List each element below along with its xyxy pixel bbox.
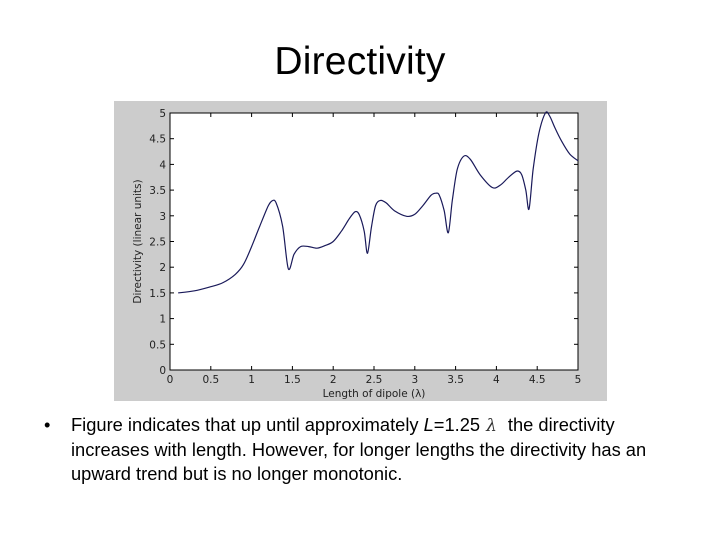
y-tick-label: 1.5 xyxy=(149,288,166,300)
y-tick-label: 1 xyxy=(159,314,166,326)
x-tick-label: 1.5 xyxy=(284,374,301,386)
x-tick-label: 4.5 xyxy=(529,374,546,386)
bullet-marker: • xyxy=(44,414,51,435)
y-tick-label: 3.5 xyxy=(149,185,166,197)
y-tick-label: 2 xyxy=(159,262,166,274)
x-axis-label: Length of dipole (λ) xyxy=(323,388,426,400)
x-tick-label: 0 xyxy=(167,374,174,386)
directivity-chart: 0 0.5 1 1.5 2 2.5 3 3.5 4 4.5 5 0 0.5 1 1.5 2 2.5 3 3.5 4 4.… xyxy=(132,108,582,400)
x-tick-label: 3.5 xyxy=(447,374,464,386)
y-tick-label: 5 xyxy=(159,108,166,120)
chart-figure: 0 0.5 1 1.5 2 2.5 3 3.5 4 4.5 5 0 0.5 1 1.5 2 2.5 3 3.5 4 4.… xyxy=(114,101,607,401)
bullet-list: • Figure indicates that up until approxi… xyxy=(44,413,684,486)
bullet-text-before: Figure indicates that up until approxima… xyxy=(71,414,424,435)
y-tick-label: 2.5 xyxy=(149,237,166,249)
x-tick-label: 1 xyxy=(248,374,255,386)
bullet-text: Figure indicates that up until approxima… xyxy=(71,413,684,486)
y-tick-label: 3 xyxy=(159,211,166,223)
equals-value: =1.25 xyxy=(433,414,481,435)
variable-L: L xyxy=(423,414,434,435)
x-tick-label: 0.5 xyxy=(202,374,219,386)
directivity-line xyxy=(178,111,579,294)
bullet-text-after: the directivity increases with length. H… xyxy=(71,414,647,484)
slide-title: Directivity xyxy=(274,40,446,83)
y-tick-label: 4.5 xyxy=(149,134,166,146)
y-tick-label: 4 xyxy=(159,159,166,171)
x-tick-label: 3 xyxy=(411,374,418,386)
lambda-symbol: λ xyxy=(486,416,497,436)
x-tick-label: 2.5 xyxy=(366,374,383,386)
x-tick-label: 5 xyxy=(575,374,582,386)
plot-area xyxy=(169,112,579,371)
x-tick-label: 4 xyxy=(493,374,500,386)
y-tick-label: 0.5 xyxy=(149,339,166,351)
x-tick-label: 2 xyxy=(330,374,337,386)
y-axis-label: Directivity (linear units) xyxy=(132,179,144,303)
y-tick-label: 0 xyxy=(159,365,166,377)
